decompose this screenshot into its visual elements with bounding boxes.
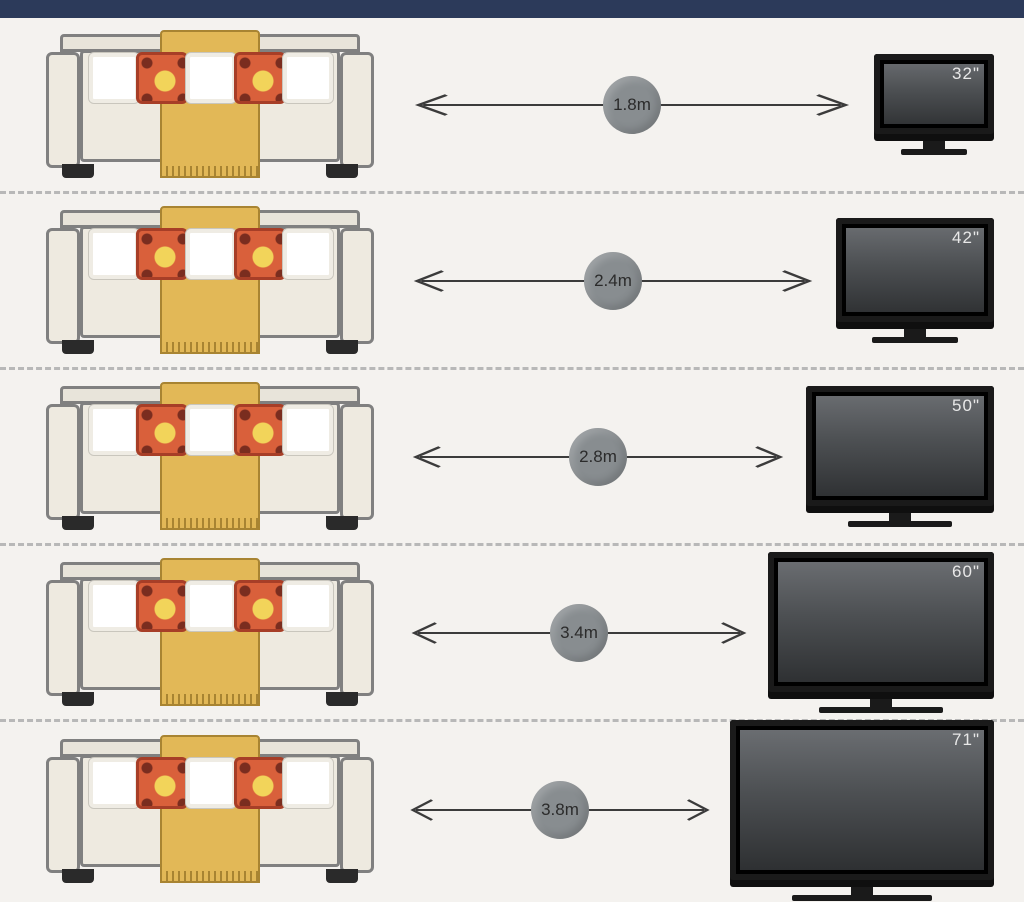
infographic-row: 3.4m 60" <box>0 546 1024 722</box>
infographic-row: 2.4m 42" <box>0 194 1024 370</box>
tv-icon: 32" <box>874 54 994 155</box>
distance-badge: 2.8m <box>569 428 627 486</box>
tv-size-label: 50" <box>952 396 980 416</box>
tv-icon: 71" <box>730 720 994 901</box>
pillow-icon <box>282 757 334 809</box>
distance-arrow: 2.8m <box>400 437 796 477</box>
distance-label: 1.8m <box>613 95 651 115</box>
pillow-icon <box>136 52 188 104</box>
pillow-icon <box>282 580 334 632</box>
pillow-icon <box>88 580 140 632</box>
pillow-icon <box>88 757 140 809</box>
pillow-icon <box>234 580 286 632</box>
pillow-icon <box>136 757 188 809</box>
pillow-icon <box>234 52 286 104</box>
pillow-icon <box>88 404 140 456</box>
tv-icon: 60" <box>768 552 994 713</box>
distance-label: 3.8m <box>541 800 579 820</box>
pillow-icon <box>185 404 237 456</box>
pillow-icon <box>136 580 188 632</box>
tv-icon: 42" <box>836 218 994 343</box>
distance-label: 2.8m <box>579 447 617 467</box>
distance-arrow: 2.4m <box>400 261 826 301</box>
infographic-row: 2.8m 50" <box>0 370 1024 546</box>
distance-arrow: 3.4m <box>400 613 758 653</box>
infographic-row: 3.8m 71" <box>0 722 1024 898</box>
distance-badge: 2.4m <box>584 252 642 310</box>
pillow-icon <box>282 404 334 456</box>
pillow-icon <box>234 757 286 809</box>
pillow-icon <box>282 52 334 104</box>
distance-arrow: 3.8m <box>400 790 720 830</box>
distance-arrow: 1.8m <box>400 85 864 125</box>
pillow-icon <box>88 228 140 280</box>
sofa-icon <box>30 30 390 180</box>
pillow-icon <box>282 228 334 280</box>
sofa-icon <box>30 735 390 885</box>
distance-label: 2.4m <box>594 271 632 291</box>
pillow-icon <box>185 757 237 809</box>
tv-size-label: 60" <box>952 562 980 582</box>
pillow-icon <box>136 228 188 280</box>
distance-label: 3.4m <box>560 623 598 643</box>
pillow-icon <box>185 228 237 280</box>
pillow-icon <box>136 404 188 456</box>
pillow-icon <box>234 228 286 280</box>
infographic-row: 1.8m 32" <box>0 18 1024 194</box>
tv-size-label: 32" <box>952 64 980 84</box>
pillow-icon <box>185 580 237 632</box>
tv-icon: 50" <box>806 386 994 527</box>
distance-badge: 1.8m <box>603 76 661 134</box>
sofa-icon <box>30 558 390 708</box>
pillow-icon <box>234 404 286 456</box>
tv-size-label: 42" <box>952 228 980 248</box>
pillow-icon <box>88 52 140 104</box>
sofa-icon <box>30 382 390 532</box>
tv-size-label: 71" <box>952 730 980 750</box>
pillow-icon <box>185 52 237 104</box>
infographic-rows: 1.8m 32" 2.4m <box>0 18 1024 898</box>
header-bar <box>0 0 1024 18</box>
distance-badge: 3.8m <box>531 781 589 839</box>
sofa-icon <box>30 206 390 356</box>
distance-badge: 3.4m <box>550 604 608 662</box>
